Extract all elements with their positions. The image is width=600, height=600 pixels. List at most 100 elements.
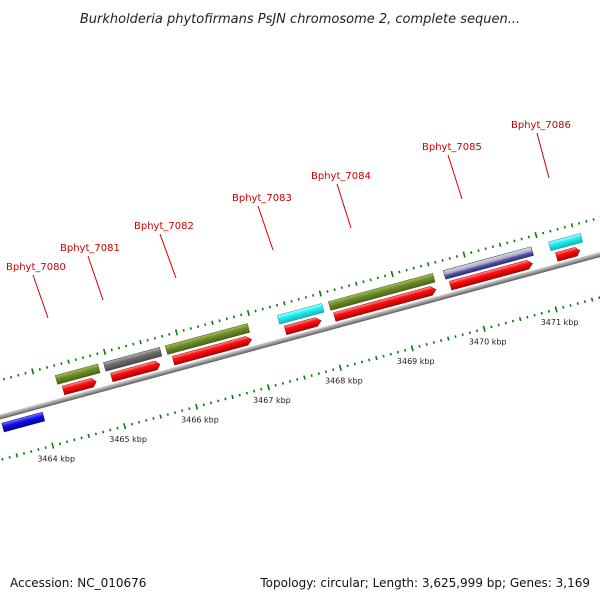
gene-label-text: Bphyt_7082 [134, 221, 194, 232]
inner-tick [303, 375, 306, 380]
inner-tick [576, 302, 579, 305]
kbp-label: 3467 kbp [253, 396, 291, 405]
cds-arrow-7080[interactable] [61, 377, 97, 396]
outer-tick [527, 235, 530, 239]
inner-tick [8, 455, 11, 459]
outer-tick [347, 284, 351, 288]
leader-line [32, 274, 49, 319]
inner-tick [260, 387, 263, 391]
inner-tick [159, 414, 162, 419]
inner-tick [418, 344, 421, 348]
inner-tick [288, 380, 292, 383]
inner-tick [94, 432, 98, 436]
feature-bar-7086[interactable] [548, 233, 584, 252]
outer-tick [455, 255, 459, 258]
inner-tick [173, 411, 177, 414]
feature-bar-7081[interactable] [103, 347, 163, 372]
inner-tick [231, 394, 234, 400]
feature-bar-7084[interactable] [328, 273, 436, 311]
inner-tick [102, 430, 105, 434]
outer-tick [491, 245, 494, 249]
inner-tick [44, 446, 47, 450]
gene-label-7081[interactable]: Bphyt_7081 [60, 243, 120, 301]
outer-tick [232, 315, 236, 319]
inner-tick [195, 403, 199, 410]
inner-tick [439, 339, 443, 342]
inner-tick [533, 313, 536, 317]
inner-tick [30, 450, 33, 453]
outer-tick [297, 297, 300, 301]
gene-label-text: Bphyt_7080 [6, 262, 66, 273]
kbp-label: 3468 kbp [325, 376, 363, 385]
cds-arrow-7083[interactable] [283, 316, 322, 336]
inner-tick [73, 438, 76, 442]
inner-tick [353, 362, 356, 366]
outer-tick [333, 288, 336, 291]
outer-tick [570, 223, 574, 228]
inner-tick [87, 433, 91, 439]
inner-tick [152, 416, 155, 420]
leader-line [536, 132, 550, 179]
inner-tick [202, 403, 205, 407]
inner-tick [217, 399, 220, 403]
gene-label-text: Bphyt_7086 [511, 120, 571, 131]
outer-tick [312, 293, 315, 297]
inner-tick [590, 297, 594, 302]
inner-tick [130, 422, 133, 426]
outer-tick [520, 237, 523, 241]
outer-tick [160, 334, 164, 338]
cds-arrow-7084[interactable] [333, 285, 437, 322]
gene-label-7082[interactable]: Bphyt_7082 [134, 221, 194, 279]
inner-tick [410, 345, 414, 352]
inner-tick [504, 321, 507, 325]
inner-tick [80, 436, 83, 440]
inner-tick [1, 457, 4, 461]
feature-bar-7082[interactable] [164, 323, 250, 355]
outer-tick [506, 241, 509, 245]
feature-bar-7085[interactable] [442, 246, 534, 280]
kbp-label: 3466 kbp [181, 415, 219, 424]
outer-tick [225, 317, 228, 321]
outer-tick [211, 320, 214, 325]
outer-tick [189, 327, 192, 330]
chromosome-backbone [0, 221, 600, 441]
outer-tick [132, 342, 135, 346]
feature-bar-7080[interactable] [54, 363, 101, 385]
cds-arrow-7082[interactable] [171, 335, 253, 366]
inner-tick-ring [1, 296, 600, 461]
gene-label-7083[interactable]: Bphyt_7083 [232, 193, 292, 251]
inner-tick [569, 304, 572, 307]
cds-arrow-7086[interactable] [555, 246, 581, 262]
outer-tick [462, 251, 466, 258]
outer-tick [441, 258, 444, 262]
inner-tick [540, 311, 543, 315]
inner-tick [109, 428, 112, 432]
reverse-gene-left[interactable] [1, 411, 46, 433]
feature-bar-7083[interactable] [276, 303, 325, 325]
outer-tick [362, 280, 365, 284]
inner-tick [209, 401, 213, 405]
cds-arrow-7081[interactable] [110, 360, 162, 383]
gene-label-7080[interactable]: Bphyt_7080 [6, 262, 66, 319]
outer-tick [125, 344, 128, 348]
inner-tick [404, 348, 407, 352]
inner-tick [518, 316, 522, 322]
outer-tick [31, 368, 35, 375]
cds-arrow-7085[interactable] [449, 259, 533, 291]
outer-tick [261, 307, 264, 311]
outer-tick [9, 375, 13, 379]
outer-tick [434, 260, 437, 264]
outer-tick [139, 340, 142, 345]
gene-label-7086[interactable]: Bphyt_7086 [511, 120, 571, 179]
inner-tick [432, 341, 436, 344]
genome-track: 3464 kbp 3465 kbp 3466 kbp 3467 kbp 3468 kbp… [0, 216, 600, 463]
leader-line [159, 233, 177, 279]
gene-label-7084[interactable]: Bphyt_7084 [311, 171, 371, 229]
outer-tick [556, 227, 559, 231]
gene-label-7085[interactable]: Bphyt_7085 [422, 142, 482, 200]
inner-tick [446, 336, 450, 341]
inner-tick [15, 453, 19, 458]
inner-tick [324, 370, 328, 374]
outer-tick [17, 373, 20, 377]
